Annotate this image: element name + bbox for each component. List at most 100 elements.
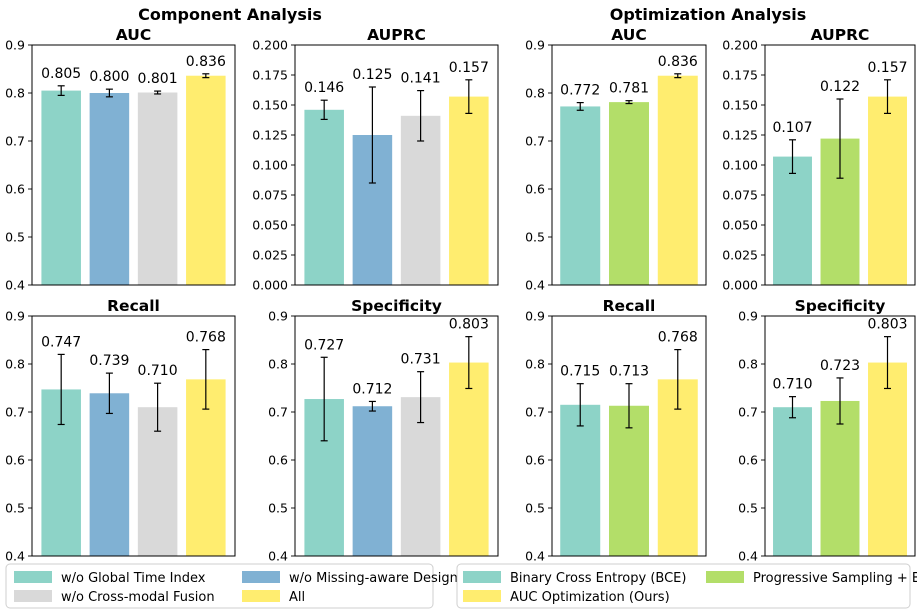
data-label: 0.731 [401, 352, 441, 368]
y-tick-label: 0.100 [722, 158, 758, 173]
bar [400, 115, 441, 285]
y-tick-label: 0.8 [525, 86, 545, 101]
panel-8: Specificity 0.4 0.5 0.6 0.7 0.8 0.9 0.710 0.723 0… [738, 297, 916, 564]
axes-frame [294, 44, 499, 286]
bar [820, 400, 860, 556]
bar [137, 92, 178, 286]
y-tick-label: 0.4 [525, 278, 545, 293]
legends-group: w/o Global Time Index w/o Missing-aware D… [5, 563, 917, 609]
legend-label: All [289, 590, 305, 605]
data-label: 0.107 [772, 120, 812, 136]
legend-swatch [14, 590, 52, 602]
bar [773, 407, 812, 556]
panel-title: AUPRC [811, 26, 870, 44]
data-label: 0.710 [138, 363, 178, 379]
y-tick-label: 0.7 [525, 134, 545, 149]
data-label: 0.836 [186, 54, 226, 70]
y-tick-label: 0.6 [525, 453, 545, 468]
y-tick-label: 0.025 [722, 248, 758, 263]
y-tick-label: 0.7 [738, 405, 758, 420]
bar [868, 96, 907, 285]
data-label: 0.801 [138, 71, 178, 87]
bar [449, 96, 489, 285]
bar [186, 75, 226, 285]
data-label: 0.712 [352, 381, 392, 397]
y-tick-label: 0.7 [5, 405, 25, 420]
y-tick-label: 0.7 [268, 405, 288, 420]
y-tick-label: 0.050 [722, 218, 758, 233]
y-tick-label: 0.150 [722, 98, 758, 113]
data-label: 0.715 [560, 364, 600, 380]
data-label: 0.723 [820, 358, 860, 374]
data-label: 0.141 [401, 71, 441, 87]
data-label: 0.836 [658, 54, 698, 70]
y-tick-label: 0.6 [525, 182, 545, 197]
y-tick-label: 0.9 [5, 38, 25, 53]
y-tick-label: 0.200 [252, 38, 288, 53]
section-title-component: Component Analysis [138, 5, 322, 24]
bar [89, 93, 130, 285]
data-label: 0.772 [560, 83, 600, 99]
legend-label: w/o Missing-aware Design [289, 571, 458, 586]
y-tick-label: 0.025 [252, 248, 288, 263]
bar [137, 407, 178, 556]
bar [773, 156, 812, 285]
panel-title: AUC [611, 26, 646, 44]
y-tick-label: 0.175 [252, 68, 288, 83]
y-tick-label: 0.5 [5, 501, 25, 516]
panel-title: Specificity [351, 297, 442, 315]
y-tick-label: 0.7 [525, 405, 545, 420]
panel-3: AUC 0.4 0.5 0.6 0.7 0.8 0.9 0.772 0.781 0.836 [525, 26, 707, 293]
y-tick-label: 0.000 [252, 278, 288, 293]
y-tick-label: 0.8 [5, 86, 25, 101]
data-label: 0.713 [609, 364, 649, 380]
data-label: 0.710 [772, 377, 812, 393]
data-label: 0.805 [41, 66, 81, 82]
y-tick-label: 0.5 [525, 230, 545, 245]
y-tick-label: 0.9 [5, 309, 25, 324]
legend-swatch [14, 571, 52, 583]
panel-title: AUPRC [367, 26, 426, 44]
y-tick-label: 0.075 [722, 188, 758, 203]
axes-frame [551, 315, 707, 557]
bar [868, 362, 907, 556]
panel-title: Specificity [795, 297, 886, 315]
panel-7: Recall 0.4 0.5 0.6 0.7 0.8 0.9 0.715 0.713 0.768 [525, 297, 707, 564]
y-tick-label: 0.5 [5, 230, 25, 245]
legend-label: w/o Cross-modal Fusion [61, 590, 215, 605]
data-label: 0.157 [449, 60, 489, 76]
bar [657, 75, 698, 285]
data-label: 0.768 [658, 330, 698, 346]
panel-5: Recall 0.4 0.5 0.6 0.7 0.8 0.9 0.747 0.739 0.710 0… [5, 297, 236, 564]
axes-frame [764, 44, 916, 286]
legend-frame [5, 563, 434, 609]
y-tick-label: 0.200 [722, 38, 758, 53]
y-tick-label: 0.4 [525, 549, 545, 564]
y-tick-label: 0.5 [268, 501, 288, 516]
bar [304, 109, 344, 285]
data-label: 0.800 [89, 69, 129, 85]
y-tick-label: 0.6 [5, 453, 25, 468]
data-label: 0.768 [186, 330, 226, 346]
data-label: 0.122 [820, 79, 860, 95]
y-tick-label: 0.000 [722, 278, 758, 293]
legend-label: Binary Cross Entropy (BCE) [510, 571, 686, 586]
bar [560, 404, 601, 556]
data-label: 0.739 [89, 353, 129, 369]
legend-2: Binary Cross Entropy (BCE) Progressive Sa… [456, 563, 917, 609]
axes-frame [294, 315, 499, 557]
panel-6: Specificity 0.4 0.5 0.6 0.7 0.8 0.9 0.727 0.712 0… [268, 297, 499, 564]
y-tick-label: 0.125 [722, 128, 758, 143]
y-tick-label: 0.4 [268, 549, 288, 564]
legend-frame [456, 563, 911, 609]
y-tick-label: 0.150 [252, 98, 288, 113]
y-tick-label: 0.6 [268, 453, 288, 468]
data-label: 0.803 [867, 317, 907, 333]
axes-frame [551, 44, 707, 286]
legend-label: Progressive Sampling + BCE [753, 571, 917, 586]
y-tick-label: 0.8 [525, 357, 545, 372]
y-tick-label: 0.9 [525, 309, 545, 324]
y-tick-label: 0.100 [252, 158, 288, 173]
data-label: 0.747 [41, 334, 81, 350]
axes-frame [31, 44, 236, 286]
